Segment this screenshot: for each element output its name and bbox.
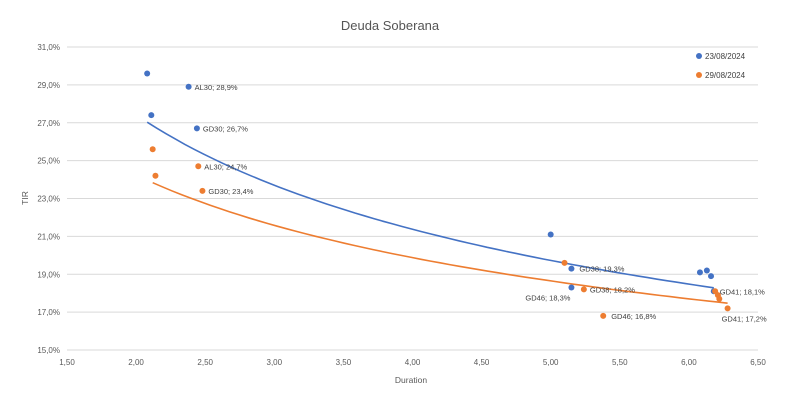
data-label: GD30; 23,4% [208,187,253,196]
data-label: GD46; 16,8% [611,312,656,321]
x-tick-label: 4,00 [405,358,421,367]
trendline-series-1 [146,121,714,289]
y-axis-label: TIR [20,191,30,205]
y-tick-label: 29,0% [37,81,60,90]
data-label: AL30; 24,7% [204,162,247,171]
legend-entry: 23/08/2024 [705,52,746,61]
point-series-1 [568,265,575,272]
x-tick-label: 4,50 [474,358,490,367]
legend-marker [696,53,702,59]
x-tick-label: 3,00 [267,358,283,367]
data-label: GD38; 18,2% [590,285,635,294]
grid-lines [67,46,758,351]
legend-entry: 29/08/2024 [705,71,746,80]
trendlines [146,121,728,304]
point-series-1 [148,112,155,119]
y-tick-label: 21,0% [37,232,60,241]
data-label: GD41; 18,1% [720,287,765,296]
data-label: GD38; 19,3% [579,265,624,274]
data-points [144,70,731,319]
x-axis-ticks: 1,50 2,00 2,50 3,00 3,50 4,00 4,50 5,00 5,50 6,00… [59,358,766,367]
point-series-2 [600,312,607,319]
point-series-1 [193,125,200,132]
data-label: GD46; 18,3% [525,294,570,303]
point-series-2 [724,305,731,312]
point-series-2 [716,295,723,302]
legend-marker [696,72,702,78]
point-series-1 [568,284,575,291]
y-tick-label: 25,0% [37,157,60,166]
point-series-2 [199,187,206,194]
y-tick-label: 19,0% [37,270,60,279]
y-tick-label: 31,0% [37,43,60,52]
point-series-2 [195,163,202,170]
point-series-2 [580,286,587,293]
x-tick-label: 2,50 [197,358,213,367]
y-tick-label: 17,0% [37,308,60,317]
y-tick-label: 23,0% [37,195,60,204]
data-label: GD30; 26,7% [203,124,248,133]
trendline-series-2 [152,181,728,304]
point-series-1 [696,269,703,276]
y-tick-label: 15,0% [37,346,60,355]
x-tick-label: 5,00 [543,358,559,367]
x-tick-label: 6,50 [750,358,766,367]
x-tick-label: 1,50 [59,358,75,367]
point-series-1 [547,231,554,238]
x-tick-label: 2,00 [128,358,144,367]
point-series-1 [144,70,151,77]
x-tick-label: 3,50 [336,358,352,367]
chart-title: Deuda Soberana [341,18,440,33]
point-series-2 [152,172,159,179]
point-series-2 [149,146,156,153]
data-label: GD41; 17,2% [722,314,767,323]
y-axis-ticks: 15,0% 17,0% 19,0% 21,0% 23,0% 25,0% 27,0% 29,0%… [37,43,60,355]
point-series-1 [708,273,715,280]
x-axis-label: Duration [395,375,427,385]
data-label: AL30; 28,9% [195,83,238,92]
point-series-2 [561,259,568,266]
x-tick-label: 5,50 [612,358,628,367]
point-series-1 [703,267,710,274]
x-tick-label: 6,00 [681,358,697,367]
y-tick-label: 27,0% [37,119,60,128]
data-labels: AL30; 28,9% GD30; 26,7% GD38; 19,3% GD46; 1… [195,83,767,324]
legend: 23/08/2024 29/08/2024 [696,52,746,80]
point-series-1 [185,83,192,90]
